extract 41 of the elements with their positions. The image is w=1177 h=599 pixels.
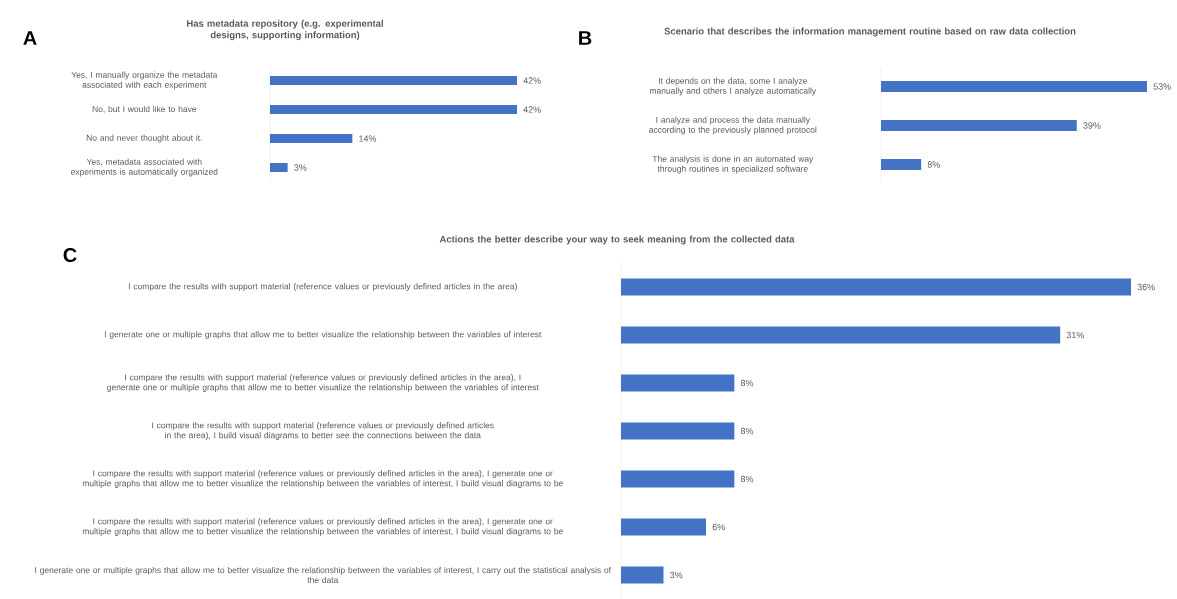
- bar: [621, 470, 735, 488]
- y-tick-label: The analysis is done in an automated way through routines in specialized software: [652, 155, 814, 174]
- y-tick-label: I compare the results with support material (reference values or previously defined articles in the area), I generate one or multiple graphs that allow me to better visualize the relationship between the variables of interest: [107, 374, 539, 392]
- bar: [621, 566, 664, 584]
- bar: [621, 278, 1131, 296]
- y-tick-label: Yes, I manually organize the metadata associated with each experiment: [71, 71, 218, 90]
- data-label: 36%: [1137, 283, 1155, 291]
- y-tick-label: I compare the results with support material (reference values or previously defined articles in the area): [128, 283, 517, 291]
- bar: [621, 518, 706, 536]
- bar: [621, 326, 1061, 344]
- y-tick-label: I compare the results with support material (reference values or previously defined articles in the area), I build visual diagrams to better see the connections between the data: [152, 422, 494, 440]
- chart-title: Has metadata repository (e.g. experimental designs, supporting information): [187, 19, 383, 41]
- data-label: 8%: [740, 475, 754, 483]
- data-label: 14%: [359, 135, 377, 142]
- y-tick-label: I generate one or multiple graphs that allow me to better visualize the relationship between the variables of interest: [104, 331, 542, 339]
- y-tick-label: No and never thought about it.: [86, 134, 202, 143]
- data-label: 8%: [927, 161, 940, 168]
- data-label: 39%: [1083, 122, 1101, 129]
- y-tick-label: Yes, metadata associated with experiments is automatically organized: [71, 158, 218, 177]
- bar: [621, 374, 735, 392]
- chart-title: Actions the better describe your way to seek meaning from the collected data: [439, 235, 795, 245]
- data-label: 42%: [523, 106, 541, 113]
- data-label: 53%: [1153, 83, 1171, 90]
- data-label: 3%: [670, 571, 683, 579]
- y-tick-label: I compare the results with support material (reference values or previously defined articles in the area), I generate one or multiple graphs that allow me to better visualize the relationship between the variables of interest, I build visual diagrams to be: [82, 470, 563, 488]
- data-label: 6%: [712, 523, 725, 531]
- text: B: [579, 31, 592, 45]
- text: A: [23, 31, 37, 45]
- data-label: 3%: [294, 164, 307, 171]
- data-label: 31%: [1066, 331, 1084, 339]
- data-label: 8%: [740, 427, 754, 435]
- y-tick-label: I generate one or multiple graphs that allow me to better visualize the relationship between the variables of interest, I carry out the statistical analysis of the data: [35, 566, 612, 584]
- data-label: 8%: [740, 379, 754, 387]
- y-tick-label: It depends on the data, some I analyze manually and others I analyze automatically: [650, 77, 817, 96]
- y-tick-label: I analyze and process the data manually according to the previously planned protocol: [649, 116, 817, 135]
- chart-title: Scenario that describes the information management routine based on raw data collection: [664, 27, 1076, 37]
- text: C: [63, 247, 77, 263]
- y-tick-label: No, but I would like to have: [92, 105, 197, 114]
- data-label: 42%: [523, 77, 541, 84]
- bar: [621, 422, 735, 440]
- y-tick-label: I compare the results with support material (reference values or previously defined articles in the area), I generate one or multiple graphs that allow me to better visualize the relationship between the variables of interest, I build visual diagrams to be: [82, 518, 563, 536]
